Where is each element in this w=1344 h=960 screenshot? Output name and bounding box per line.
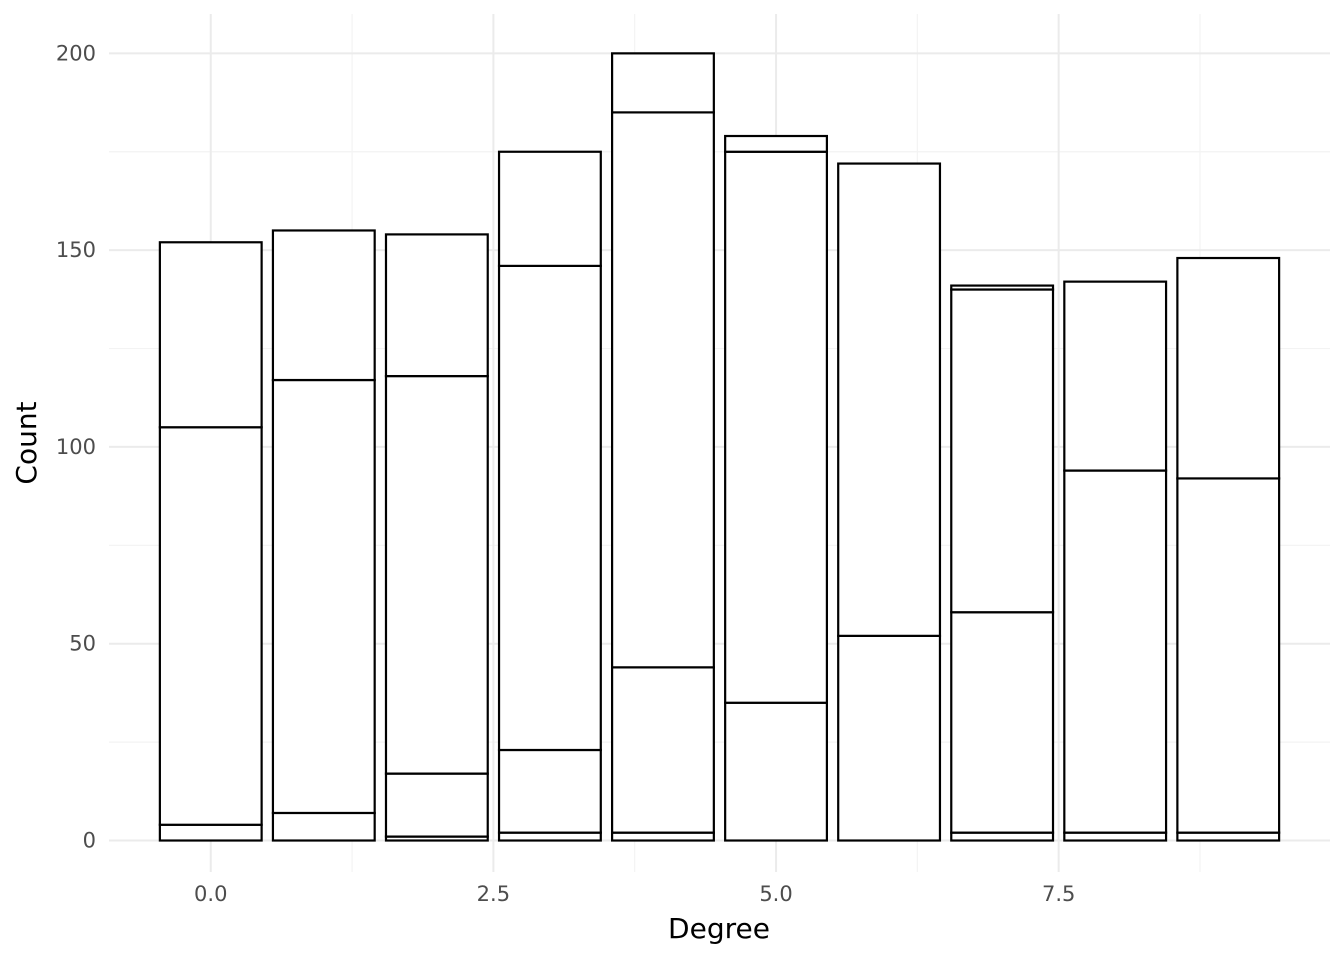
y-axis-tick-labels: 0 50 100 150 200 (56, 41, 96, 852)
bar-segment (158, 426, 263, 826)
bar-segment (384, 374, 489, 775)
y-tick-label: 100 (56, 435, 96, 459)
y-tick-label: 150 (56, 238, 96, 262)
bar-segment (271, 811, 376, 842)
bar-segment (1063, 280, 1168, 472)
bar-segment (158, 823, 263, 842)
bar-segment (497, 150, 602, 267)
bar-segment (1176, 256, 1281, 480)
bar-segment (724, 701, 829, 842)
bar-segment (950, 284, 1055, 291)
y-tick-label: 50 (69, 632, 96, 656)
bar-segment (384, 772, 489, 838)
bar-segment (1176, 477, 1281, 834)
bar-segment (497, 831, 602, 842)
bar-segment (271, 229, 376, 382)
x-tick-label: 5.0 (759, 882, 792, 906)
bar-segment (271, 378, 376, 815)
y-axis-title: Count (10, 401, 43, 484)
x-tick-label: 7.5 (1042, 882, 1075, 906)
x-tick-label: 2.5 (477, 882, 510, 906)
bars (158, 52, 1281, 842)
bar-segment (158, 241, 263, 429)
bar-segment (610, 831, 715, 842)
bar-segment (497, 748, 602, 834)
bar-segment (384, 233, 489, 378)
bar-segment (837, 634, 942, 842)
y-tick-label: 0 (83, 829, 96, 853)
bar-segment (950, 611, 1055, 834)
bar-segment (497, 264, 602, 752)
bar-segment (610, 111, 715, 669)
x-axis-title: Degree (668, 912, 770, 945)
bar-segment (724, 134, 829, 153)
bar-segment (1063, 831, 1168, 842)
x-tick-label: 0.0 (194, 882, 227, 906)
bar-segment (1063, 469, 1168, 834)
bar-segment (950, 831, 1055, 842)
bar-segment (724, 150, 829, 704)
bar-segment (1176, 831, 1281, 842)
bar-segment (837, 162, 942, 637)
y-tick-label: 200 (56, 41, 96, 65)
bar-segment (610, 52, 715, 114)
bar-segment (610, 666, 715, 834)
x-axis-tick-labels: 0.0 2.5 5.0 7.5 (194, 882, 1075, 906)
bar-segment (950, 288, 1055, 614)
